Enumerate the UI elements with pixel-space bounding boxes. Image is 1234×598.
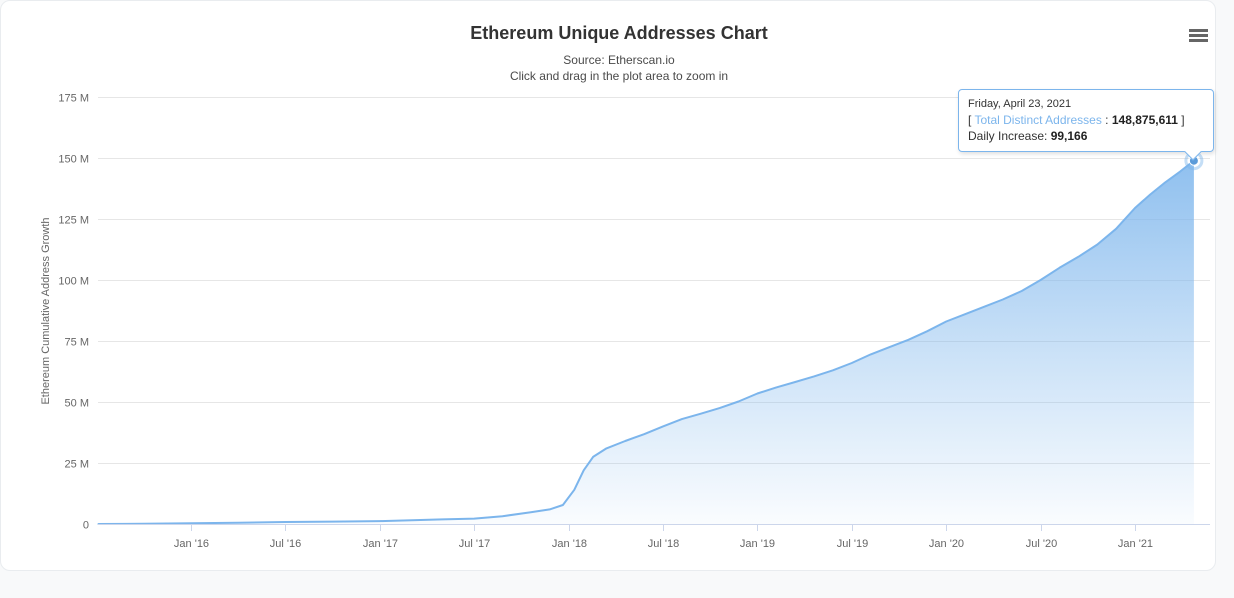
tooltip-close-bracket: ] [1177, 113, 1185, 127]
tooltip-date: Friday, April 23, 2021 [968, 98, 1072, 110]
x-axis-tick-label: Jul '20 [1026, 538, 1057, 550]
hamburger-icon [1188, 38, 1208, 42]
plot-area[interactable] [98, 97, 1210, 524]
hamburger-icon [1188, 28, 1208, 32]
chart-title: Ethereum Unique Addresses Chart [470, 23, 768, 43]
x-axis-tick-label: Jan '21 [1118, 538, 1153, 550]
y-axis-tick-label: 75 M [65, 337, 89, 349]
tooltip-series-label: Total Distinct Addresses [974, 113, 1102, 127]
x-axis-tick-label: Jan '18 [552, 538, 587, 550]
tooltip-separator: : [1101, 113, 1112, 127]
x-axis-tick-label: Jan '16 [174, 538, 209, 550]
chart-card: Ethereum Unique Addresses Chart Source: … [0, 0, 1216, 571]
x-axis-tick-label: Jul '16 [270, 538, 301, 550]
y-axis-tick-label: 50 M [65, 398, 89, 410]
y-axis-tick-label: 100 M [58, 276, 89, 288]
x-axis-tick-label: Jan '20 [929, 538, 964, 550]
x-axis-tick-label: Jul '17 [459, 538, 490, 550]
chart-subtitle-hint: Click and drag in the plot area to zoom … [509, 69, 729, 83]
tooltip-total-value: 148,875,611 [1111, 113, 1178, 127]
y-axis-tick-label: 0 [83, 520, 89, 532]
x-axis-tick-label: Jul '19 [837, 538, 868, 550]
chart-subtitle-source: Source: Etherscan.io [563, 53, 675, 67]
y-axis-tick-label: 175 M [58, 93, 89, 105]
hamburger-icon [1188, 33, 1208, 37]
y-axis-tick-label: 125 M [58, 215, 89, 227]
area-fill [98, 160, 1194, 524]
tooltip-total-line: [ Total Distinct Addresses : 148,875,611… [968, 112, 1204, 128]
x-axis-tick-label: Jan '17 [363, 538, 398, 550]
chart-context-menu-button[interactable] [1182, 22, 1214, 48]
x-axis-tick-label: Jul '18 [648, 538, 679, 550]
chart-tooltip: Friday, April 23, 2021 [ Total Distinct … [958, 89, 1214, 161]
area-chart: 0 25 M 50 M 75 M 100 M 125 M 150 M 175 M Jan '16… [58, 93, 1210, 550]
tooltip-daily-line: Daily Increase: 99,166 [968, 128, 1204, 144]
x-axis-tick-label: Jan '19 [740, 538, 775, 550]
y-axis-tick-label: 25 M [65, 459, 89, 471]
tooltip-open-bracket: [ [968, 113, 975, 127]
y-axis-tick-label: 150 M [58, 154, 89, 166]
tooltip-daily-value: 99,166 [1050, 129, 1088, 143]
tooltip-daily-label: Daily Increase: [968, 129, 1051, 143]
series-line [97, 159, 1195, 525]
